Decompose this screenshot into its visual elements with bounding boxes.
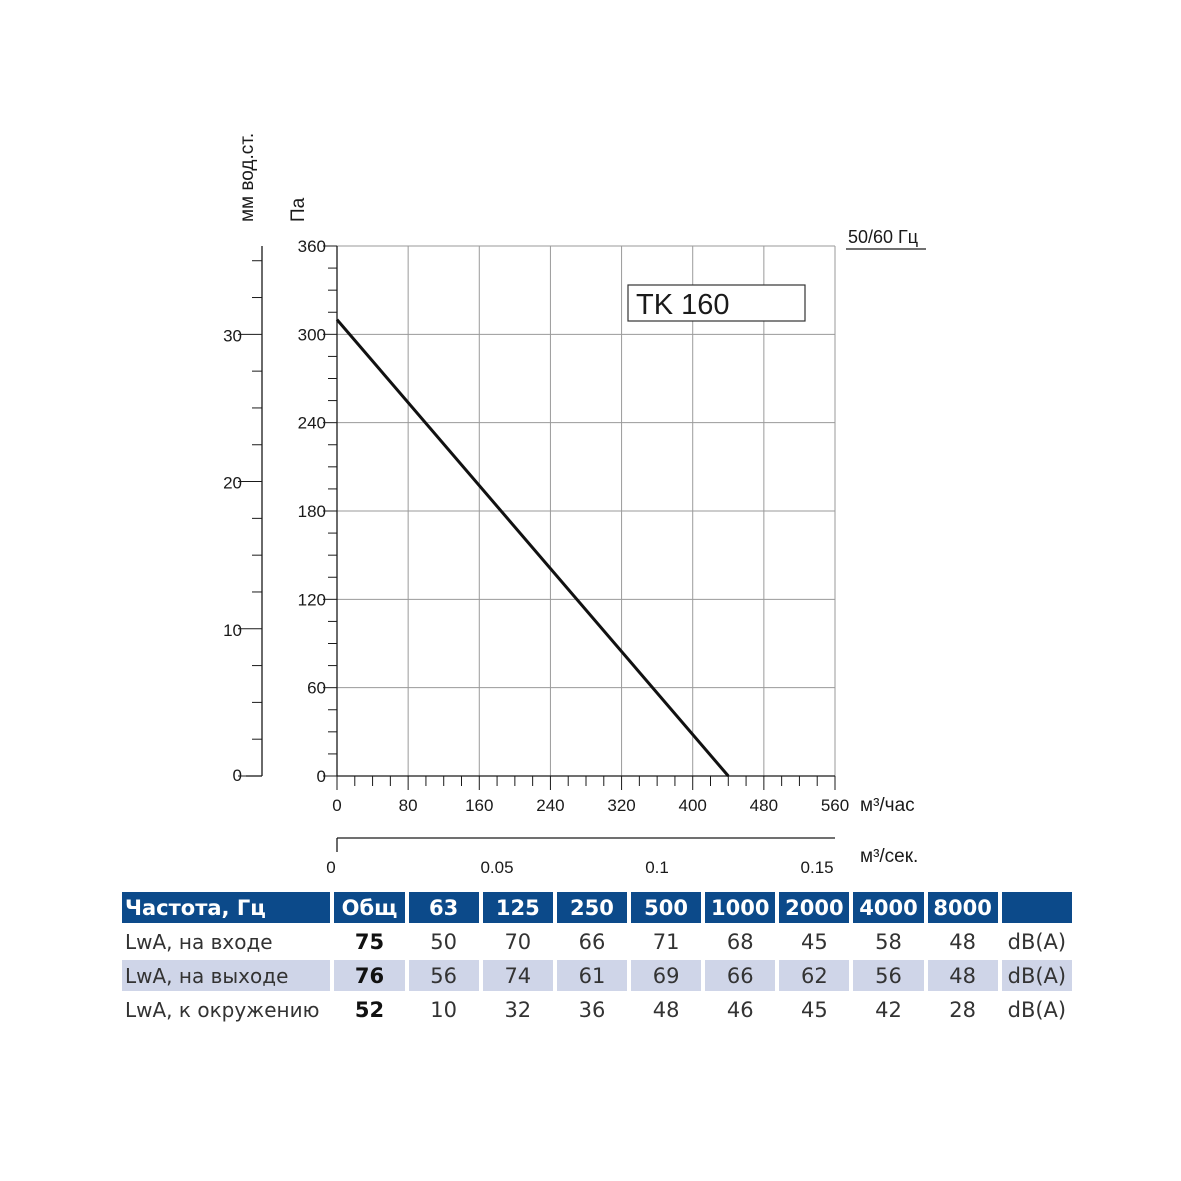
- cell-2000: 45: [801, 929, 828, 954]
- header-total: Общ: [334, 892, 405, 923]
- y-primary-tick-label: 300: [298, 325, 326, 344]
- cell-2000: 62: [779, 960, 850, 991]
- header-2000: 2000: [779, 892, 850, 923]
- chart-axes: [246, 246, 835, 852]
- row-total: 76: [334, 960, 405, 991]
- frequency-note: 50/60 Гц: [848, 227, 918, 247]
- y-primary-tick-label: 180: [298, 502, 326, 521]
- cell-500: 69: [631, 960, 702, 991]
- cell-8000: 48: [949, 929, 977, 954]
- header-8000: 8000: [927, 892, 998, 923]
- x-primary-tick-label: 480: [750, 796, 778, 815]
- cell-63: 10: [430, 997, 458, 1022]
- cell-8000: 28: [949, 997, 977, 1022]
- y-primary-tick-label: 360: [298, 237, 326, 256]
- cell-1000: 66: [705, 960, 776, 991]
- x-secondary-tick-label: 0.1: [645, 858, 669, 877]
- cell-4000: 58: [875, 929, 902, 954]
- y-secondary-axis-title: мм вод.ст.: [237, 133, 258, 222]
- cell-500: 48: [652, 997, 680, 1022]
- cell-250: 36: [578, 997, 606, 1022]
- x-secondary-tick-label: 0: [326, 858, 335, 877]
- row-unit: dB(A): [1007, 997, 1067, 1022]
- cell-250: 66: [578, 929, 606, 954]
- row-unit: dB(A): [1001, 960, 1072, 991]
- header-250: 250: [556, 892, 628, 923]
- cell-4000: 56: [853, 960, 924, 991]
- cell-1000: 46: [726, 997, 754, 1022]
- table-header-row: Частота, Гц Общ 63 125 250 500 1000 2000…: [122, 892, 1072, 923]
- cell-1000: 68: [726, 929, 754, 954]
- header-1000: 1000: [705, 892, 776, 923]
- performance-curve: [335, 318, 730, 777]
- x-primary-tick-label: 240: [536, 796, 564, 815]
- x-primary-unit: м³/час: [860, 795, 915, 816]
- row-total: 52: [354, 997, 385, 1022]
- cell-125: 32: [504, 997, 532, 1022]
- x-primary-tick-label: 0: [332, 796, 341, 815]
- y-secondary-tick-label: 20: [223, 474, 242, 493]
- y-primary-tick-label: 120: [298, 590, 326, 609]
- chart-curve-layer: [335, 318, 730, 777]
- cell-250: 61: [556, 960, 628, 991]
- header-63: 63: [408, 892, 479, 923]
- cell-500: 71: [652, 929, 680, 954]
- x-primary-tick-label: 320: [607, 796, 635, 815]
- row-total: 75: [354, 929, 385, 954]
- cell-125: 74: [482, 960, 553, 991]
- header-frequency: Частота, Гц: [122, 892, 331, 923]
- model-label-box: [627, 284, 806, 322]
- y-primary-tick-label: 0: [317, 767, 326, 786]
- x-secondary-unit: м³/сек.: [860, 846, 918, 867]
- header-unit: [1001, 892, 1072, 923]
- header-125: 125: [482, 892, 553, 923]
- sound-power-table: Частота, Гц Общ 63 125 250 500 1000 2000…: [118, 889, 1076, 1028]
- x-primary-tick-label: 560: [821, 796, 849, 815]
- y-primary-tick-label: 240: [298, 414, 326, 433]
- x-primary-tick-label: 400: [679, 796, 707, 815]
- x-secondary-tick-label: 0.15: [801, 858, 834, 877]
- x-primary-tick-label: 160: [465, 796, 493, 815]
- x-primary-tick-label: 80: [399, 796, 418, 815]
- header-4000: 4000: [853, 892, 924, 923]
- row-label: LwA, на выходе: [122, 960, 331, 991]
- y-primary-axis-title: Па: [288, 197, 309, 222]
- row-label: LwA, на входе: [125, 929, 273, 954]
- cell-2000: 45: [801, 997, 828, 1022]
- y-secondary-tick-label: 0: [233, 766, 242, 785]
- model-label: TK 160: [636, 289, 730, 321]
- table-row: LwA, на выходе 76 56 74 61 69 66 62 56 4…: [122, 960, 1072, 991]
- cell-4000: 42: [875, 997, 902, 1022]
- row-unit: dB(A): [1007, 929, 1067, 954]
- y-primary-tick-label: 60: [307, 679, 326, 698]
- x-secondary-tick-label: 0.05: [480, 858, 513, 877]
- y-secondary-tick-label: 30: [223, 326, 242, 345]
- cell-63: 56: [408, 960, 479, 991]
- row-label: LwA, к окружению: [125, 997, 320, 1022]
- cell-8000: 48: [927, 960, 998, 991]
- chart-grid: [337, 245, 836, 776]
- header-500: 500: [631, 892, 702, 923]
- table-row: LwA, к окружению 52 10 32 36 48 46 45 42…: [122, 994, 1072, 1025]
- y-secondary-tick-label: 10: [223, 621, 242, 640]
- cell-63: 50: [430, 929, 458, 954]
- table-row: LwA, на входе 75 50 70 66 71 68 45 58 48…: [122, 926, 1072, 957]
- cell-125: 70: [504, 929, 532, 954]
